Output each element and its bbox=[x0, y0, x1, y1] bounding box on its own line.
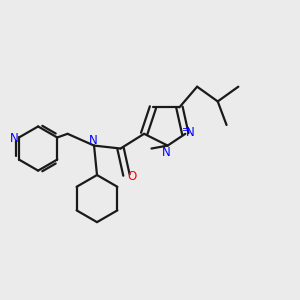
Text: N: N bbox=[10, 133, 19, 146]
Text: N: N bbox=[162, 146, 171, 159]
Text: O: O bbox=[127, 170, 136, 183]
Text: N: N bbox=[186, 126, 195, 139]
Text: =: = bbox=[182, 125, 190, 135]
Text: N: N bbox=[88, 134, 97, 147]
